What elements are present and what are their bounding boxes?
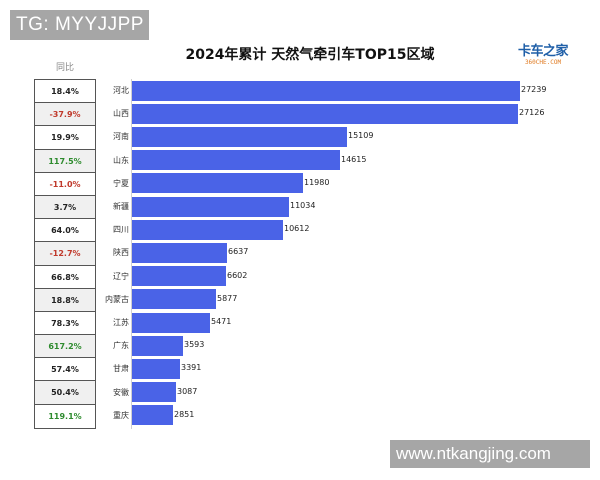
yoy-cell: 18.8% <box>35 288 95 312</box>
bar-row: 宁夏 11980 <box>100 172 570 195</box>
bar <box>132 219 283 240</box>
yoy-header: 同比 <box>55 63 74 73</box>
yoy-cell: 117.5% <box>35 149 95 173</box>
yoy-cell: 50.4% <box>35 381 95 405</box>
y-axis-line <box>131 79 132 429</box>
bar-row: 新疆 11034 <box>100 195 570 218</box>
bar-row: 辽宁 6602 <box>100 265 570 288</box>
bar <box>132 382 176 403</box>
bar-row: 安徽 3087 <box>100 381 570 404</box>
yoy-cell: 18.4% <box>35 80 95 104</box>
bar <box>132 242 227 263</box>
category-label: 山东 <box>113 155 129 165</box>
yoy-cell: 119.1% <box>35 404 95 428</box>
bar <box>132 405 173 426</box>
yoy-cell: 3.7% <box>35 195 95 220</box>
bar-chart: 河北 27239 山西 27126 河南 15109 山东 14615 宁夏 11980 新疆 110… <box>100 79 570 429</box>
bar <box>132 289 216 310</box>
bar-row: 陕西 6637 <box>100 241 570 264</box>
logo: 卡车之家 360CHE.COM <box>513 45 573 67</box>
yoy-cell: 57.4% <box>35 358 95 382</box>
category-label: 甘肃 <box>113 364 129 374</box>
bar-row: 江苏 5471 <box>100 311 570 334</box>
bar-value-label: 6637 <box>228 247 249 257</box>
watermark-bottom: www.ntkangjing.com <box>390 440 590 468</box>
category-label: 山西 <box>113 109 129 119</box>
bar-value-label: 27126 <box>519 108 545 118</box>
bar <box>132 312 210 333</box>
bar-value-label: 11980 <box>304 177 330 187</box>
bar-value-label: 14615 <box>341 154 367 164</box>
bar <box>132 358 180 379</box>
bar-value-label: 5877 <box>217 293 238 303</box>
category-label: 江苏 <box>113 318 129 327</box>
bar-value-label: 5471 <box>211 317 232 326</box>
chart-title: 2024年累计 天然气牵引车TOP15区域 <box>185 47 435 63</box>
yoy-cell: -37.9% <box>35 103 95 127</box>
bar-value-label: 27239 <box>521 85 547 94</box>
yoy-cell: -11.0% <box>35 172 95 196</box>
category-label: 重庆 <box>113 410 129 420</box>
bar <box>132 150 340 171</box>
bar <box>132 80 520 101</box>
bar <box>132 266 226 287</box>
bar-value-label: 3087 <box>177 386 198 396</box>
category-label: 河北 <box>113 86 129 95</box>
bar-value-label: 11034 <box>290 201 316 210</box>
bar-row: 山西 27126 <box>100 102 570 125</box>
category-label: 四川 <box>113 225 129 235</box>
bar <box>132 196 289 217</box>
logo-url: 360CHE.COM <box>524 59 562 66</box>
category-label: 陕西 <box>113 248 129 258</box>
yoy-cell: 66.8% <box>35 265 95 289</box>
category-label: 新疆 <box>113 202 129 211</box>
bar-row: 山东 14615 <box>100 149 570 172</box>
bar <box>132 335 183 356</box>
yoy-cell: 19.9% <box>35 126 95 150</box>
category-label: 广东 <box>113 341 129 351</box>
yoy-cell: -12.7% <box>35 242 95 266</box>
bar-value-label: 2851 <box>174 409 195 419</box>
bar-value-label: 10612 <box>284 224 310 234</box>
category-label: 安徽 <box>113 387 129 397</box>
yoy-cell: 617.2% <box>35 335 95 359</box>
bar-row: 内蒙古 5877 <box>100 288 570 311</box>
bar-value-label: 6602 <box>227 270 248 280</box>
category-label: 河南 <box>113 132 129 142</box>
bar-value-label: 3593 <box>184 340 205 350</box>
yoy-cell: 78.3% <box>35 311 95 336</box>
category-label: 宁夏 <box>113 178 129 188</box>
bar-row: 广东 3593 <box>100 334 570 357</box>
bar-value-label: 15109 <box>348 131 374 141</box>
bar-row: 河南 15109 <box>100 125 570 148</box>
bar-value-label: 3391 <box>181 363 202 373</box>
yoy-table: 18.4% -37.9% 19.9% 117.5% -11.0% 3.7% 64.0% -12… <box>34 79 96 429</box>
bar-row: 重庆 2851 <box>100 404 570 427</box>
logo-text: 卡车之家 <box>517 44 569 59</box>
watermark-top: TG: MYYJJPP <box>10 10 149 40</box>
category-label: 内蒙古 <box>105 294 129 304</box>
category-label: 辽宁 <box>113 271 129 281</box>
bar-row: 四川 10612 <box>100 218 570 241</box>
bar <box>132 173 303 194</box>
bar-row: 河北 27239 <box>100 79 570 102</box>
yoy-cell: 64.0% <box>35 219 95 243</box>
bar <box>132 103 518 124</box>
bar-row: 甘肃 3391 <box>100 357 570 380</box>
bar <box>132 126 347 147</box>
